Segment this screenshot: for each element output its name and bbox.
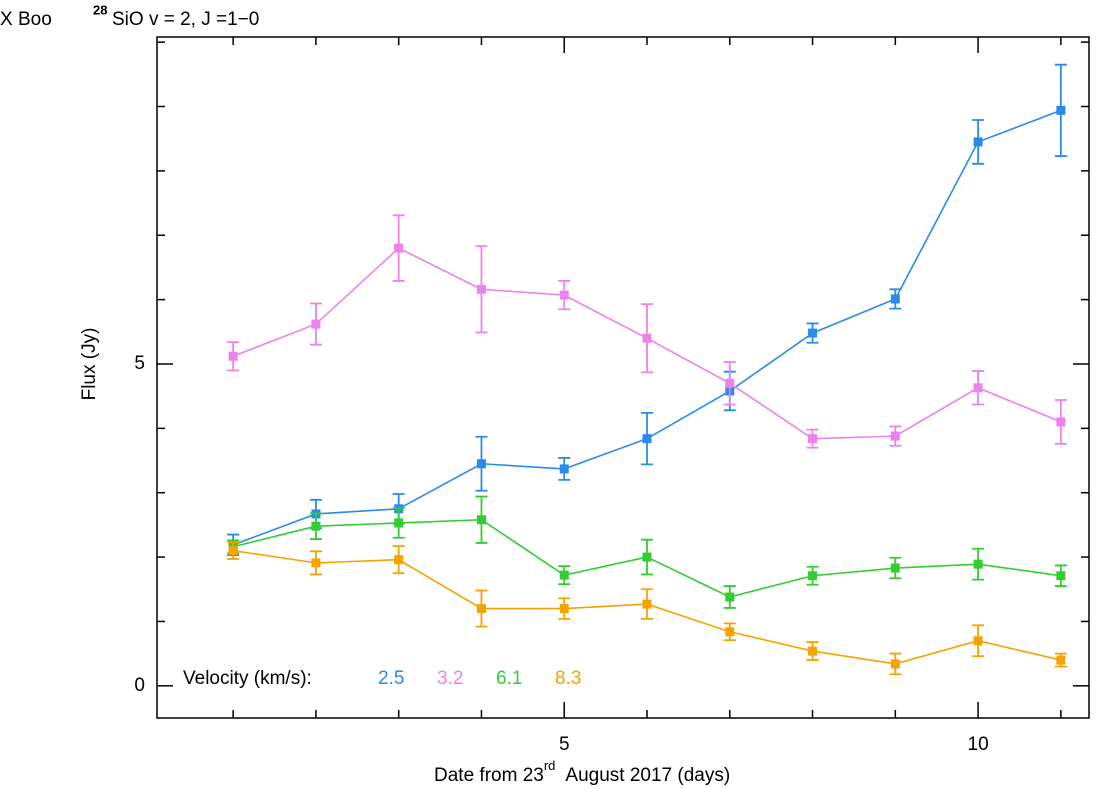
data-point (973, 636, 983, 646)
data-point (808, 328, 818, 338)
data-point (890, 659, 900, 669)
x-label-before: Date from 23 (434, 765, 544, 786)
x-tick-label: 5 (559, 734, 570, 755)
data-point (559, 604, 569, 614)
data-point (311, 521, 321, 531)
data-point (808, 646, 818, 656)
data-point (476, 459, 486, 469)
data-point (1056, 571, 1066, 581)
x-label-after: August 2017 (days) (565, 765, 730, 786)
legend-entry: 3.2 (437, 668, 463, 689)
data-point (394, 555, 404, 565)
plot-frame (156, 36, 1090, 719)
data-point (228, 351, 238, 361)
data-point (311, 319, 321, 329)
data-point (311, 558, 321, 568)
data-point (725, 627, 735, 637)
title-transition: SiO v = 2, J =1−0 (112, 9, 259, 30)
data-point (642, 333, 652, 343)
data-point (476, 604, 486, 614)
data-point (559, 290, 569, 300)
data-point (642, 434, 652, 444)
data-point (890, 294, 900, 304)
data-point (1056, 655, 1066, 665)
y-tick-label: 0 (134, 675, 145, 696)
data-point (808, 434, 818, 444)
data-point (725, 378, 735, 388)
y-axis-label: Flux (Jy) (79, 328, 100, 401)
data-point (394, 243, 404, 253)
legend-entry: 2.5 (378, 668, 404, 689)
data-point (476, 284, 486, 294)
data-point (394, 518, 404, 528)
data-point (228, 546, 238, 556)
data-point (1056, 105, 1066, 115)
data-point (890, 431, 900, 441)
x-axis-label: Date from 23rd August 2017 (days) (434, 758, 730, 786)
data-point (973, 137, 983, 147)
legend-entry: 8.3 (555, 668, 581, 689)
title-source: X Boo (0, 9, 52, 30)
title-isotope: 28 (93, 2, 107, 17)
data-point (890, 563, 900, 573)
data-point (559, 464, 569, 474)
legend-entry: 6.1 (496, 668, 522, 689)
data-point (725, 592, 735, 602)
data-point (808, 571, 818, 581)
data-point (559, 570, 569, 580)
data-point (476, 515, 486, 525)
data-point (973, 383, 983, 393)
x-label-sup: rd (544, 758, 556, 773)
data-point (642, 552, 652, 562)
data-point (642, 599, 652, 609)
y-tick-label: 5 (134, 353, 145, 374)
x-tick-label: 10 (968, 734, 989, 755)
data-point (973, 559, 983, 569)
legend-title: Velocity (km/s): (183, 668, 312, 689)
data-point (1056, 417, 1066, 427)
